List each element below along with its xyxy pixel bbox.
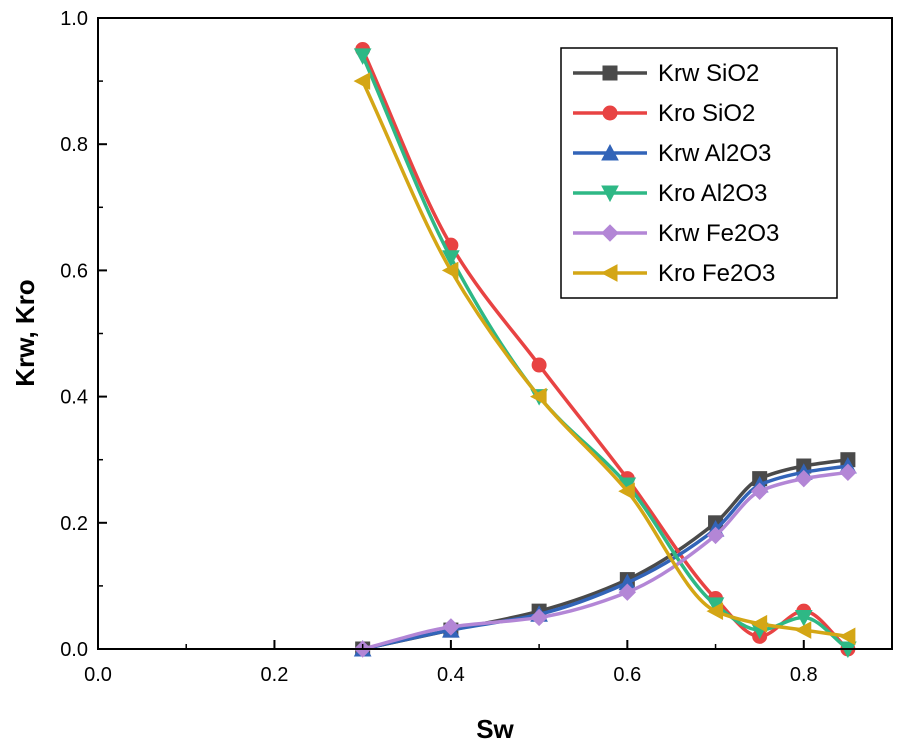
data-point-kro-al2o3 (794, 609, 813, 627)
x-tick-label: 0.8 (790, 664, 818, 686)
legend-marker (602, 105, 618, 121)
y-axis-title: Krw, Kro (10, 279, 40, 386)
legend-label: Kro SiO2 (658, 100, 755, 127)
legend-marker (600, 264, 618, 282)
x-tick-label: 0.6 (613, 664, 641, 686)
data-point-kro-al2o3 (442, 250, 460, 267)
series-krw-fe2o3 (353, 463, 857, 658)
data-point-krw-fe2o3 (530, 608, 548, 627)
legend-entry-kro-al2o3: Kro Al2O3 (573, 180, 767, 207)
data-point-kro-sio2 (531, 357, 547, 373)
legend-label: Krw SiO2 (658, 60, 759, 87)
y-tick-label: 1.0 (60, 8, 88, 30)
legend-entry-krw-al2o3: Krw Al2O3 (573, 140, 771, 167)
data-point-krw-fe2o3 (618, 583, 637, 601)
series-layer (353, 42, 857, 659)
data-point-kro-fe2o3 (750, 614, 768, 633)
y-tick-label: 0.0 (60, 639, 88, 661)
legend-box (560, 47, 838, 299)
legend-entry-krw-fe2o3: Krw Fe2O3 (573, 220, 779, 247)
ticks-layer: 0.0 0.2 0.4 0.6 0.8 0.0 0.2 0.4 0.6 0.8 1.0 (60, 8, 817, 686)
legend-entry-krw-sio2: Krw SiO2 (573, 60, 759, 87)
legend-marker (601, 224, 619, 242)
data-point-kro-fe2o3 (706, 602, 724, 620)
legend-label: Kro Fe2O3 (658, 260, 775, 287)
data-point-krw-fe2o3 (839, 463, 857, 482)
data-point-krw-fe2o3 (706, 526, 725, 545)
series-kro-fe2o3 (353, 72, 856, 646)
data-point-kro-al2o3 (353, 48, 372, 65)
legend-marker (601, 143, 619, 161)
legend-entry-kro-sio2: Kro SiO2 (573, 100, 755, 127)
y-tick-label: 0.6 (60, 260, 88, 282)
y-tick-label: 0.2 (60, 513, 88, 535)
legend: Krw SiO2 Kro SiO2 Krw Al2O3 Kro Al2O3 Krw Fe… (560, 47, 838, 299)
legend-entry-kro-fe2o3: Kro Fe2O3 (573, 260, 775, 287)
data-point-kro-fe2o3 (441, 261, 459, 280)
legend-label: Krw Al2O3 (658, 140, 771, 167)
data-point-krw-fe2o3 (750, 482, 769, 500)
x-tick-label: 0.2 (261, 664, 289, 686)
x-tick-label: 0.4 (437, 664, 465, 686)
y-tick-label: 0.8 (60, 134, 88, 156)
data-point-krw-fe2o3 (442, 618, 460, 636)
data-point-kro-fe2o3 (618, 482, 635, 501)
x-tick-label: 0.0 (84, 664, 112, 686)
data-point-kro-fe2o3 (794, 621, 812, 639)
legend-marker (601, 185, 619, 203)
legend-label: Kro Al2O3 (658, 180, 767, 207)
legend-label: Krw Fe2O3 (658, 220, 779, 247)
x-axis-title: Sw (476, 714, 514, 744)
y-tick-label: 0.4 (60, 387, 88, 409)
legend-marker (602, 65, 618, 81)
data-point-krw-fe2o3 (795, 469, 813, 488)
data-point-kro-fe2o3 (838, 627, 856, 646)
data-point-kro-fe2o3 (353, 72, 371, 90)
series-kro-al2o3 (353, 48, 857, 659)
data-point-kro-fe2o3 (530, 387, 547, 406)
